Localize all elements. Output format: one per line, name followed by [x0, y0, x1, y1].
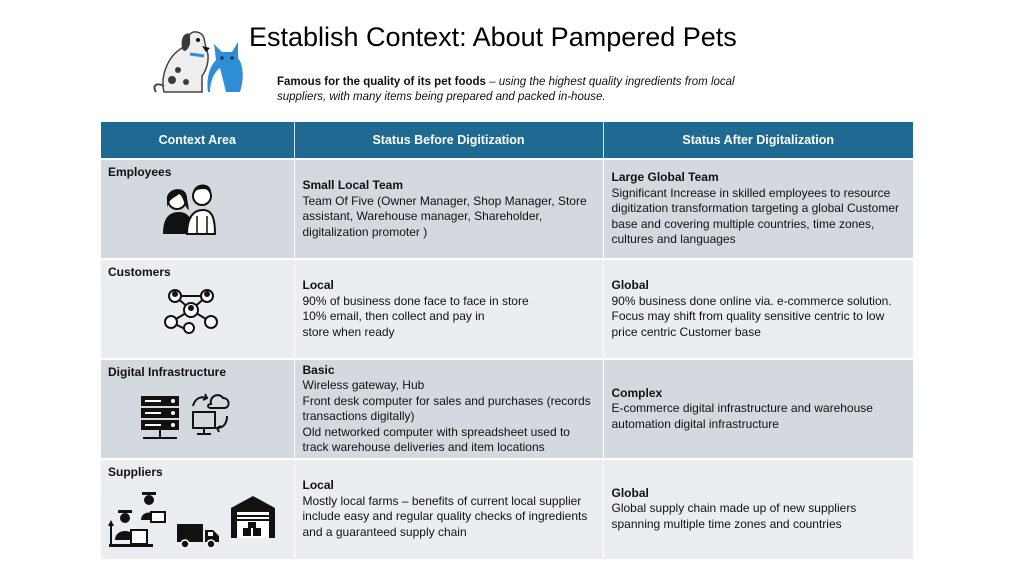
table-row-suppliers: Suppliers — [101, 458, 913, 559]
context-table: Context Area Status Before Digitization … — [101, 122, 913, 559]
network-icon — [163, 286, 219, 339]
subtitle-rest: – using the highest quality ingredients … — [277, 76, 735, 103]
couple-icon — [159, 180, 217, 241]
before-body-line: include easy and regular quality checks … — [302, 509, 588, 539]
page-title: Establish Context: About Pampered Pets — [249, 22, 737, 52]
after-cell: Global 90% business done online via. e-c… — [603, 258, 913, 359]
dog-icon — [153, 31, 210, 93]
cat-icon — [207, 42, 243, 92]
area-label: Suppliers — [108, 465, 163, 479]
area-cell: Digital Infrastructure — [101, 358, 295, 459]
after-body: E-commerce digital infrastructure and wa… — [611, 401, 873, 431]
area-label: Customers — [108, 265, 171, 279]
before-cell: Small Local Team Team Of Five (Owner Man… — [294, 158, 604, 259]
before-body-line: 10% email, then collect and pay in — [302, 309, 485, 323]
area-label: Digital Infrastructure — [108, 365, 227, 379]
before-body-line: Wireless gateway, Hub — [302, 378, 425, 392]
header-status-before: Status Before Digitization — [294, 122, 604, 159]
before-heading: Local — [302, 478, 334, 492]
table-row-digital-infrastructure: Digital Infrastructure — [101, 358, 913, 459]
farmer-icon — [107, 486, 171, 555]
page-subtitle: Famous for the quality of its pet foods … — [277, 75, 757, 105]
before-body-line: store when ready — [302, 324, 395, 339]
before-cell: Local Mostly local farms – benefits of c… — [294, 458, 604, 559]
area-label: Employees — [108, 165, 172, 179]
after-body: 90% business done online via. e-commerce… — [611, 293, 892, 339]
area-cell: Employees — [101, 158, 295, 259]
before-body-line: 90% of business done face to face in sto… — [302, 293, 529, 308]
header-status-after: Status After Digitalization — [603, 122, 913, 159]
before-heading: Small Local Team — [302, 178, 403, 192]
warehouse-icon — [229, 494, 277, 545]
server-icon — [139, 394, 181, 445]
before-heading: Basic — [302, 362, 335, 377]
before-body-line: Mostly local farms – benefits of current… — [302, 493, 582, 508]
before-body: Team Of Five (Owner Manager, Shop Manage… — [302, 193, 587, 239]
before-cell: Local 90% of business done face to face … — [294, 258, 604, 359]
after-heading: Large Global Team — [611, 170, 719, 185]
table-row-employees: Employees — [101, 158, 913, 259]
before-body-line: Old networked computer with spreadsheet … — [302, 424, 570, 455]
before-cell: Basic Wireless gateway, Hub Front desk c… — [294, 358, 604, 459]
after-heading: Global — [611, 485, 649, 500]
pets-logo — [150, 26, 248, 100]
after-cell: Complex E-commerce digital infrastructur… — [603, 358, 913, 459]
after-body: Global supply chain made up of new suppl… — [611, 501, 857, 531]
table-row-customers: Customers — [101, 258, 913, 359]
subtitle-bold: Famous for the quality of its pet foods — [277, 76, 486, 88]
before-body-line: Front desk computer for sales and purcha… — [302, 393, 591, 424]
area-cell: Customers — [101, 258, 295, 359]
area-cell: Suppliers — [101, 458, 295, 559]
truck-icon — [175, 522, 221, 555]
before-heading: Local — [302, 278, 334, 292]
after-cell: Global Global supply chain made up of ne… — [603, 458, 913, 559]
after-cell: Large Global Team Significant Increase i… — [603, 158, 913, 259]
after-heading: Complex — [611, 385, 663, 400]
header-context-area: Context Area — [101, 122, 295, 159]
computer-sync-icon — [189, 390, 233, 443]
after-heading: Global — [611, 278, 649, 292]
table-header-row: Context Area Status Before Digitization … — [101, 122, 913, 159]
after-body: Significant Increase in skilled employee… — [611, 185, 899, 247]
